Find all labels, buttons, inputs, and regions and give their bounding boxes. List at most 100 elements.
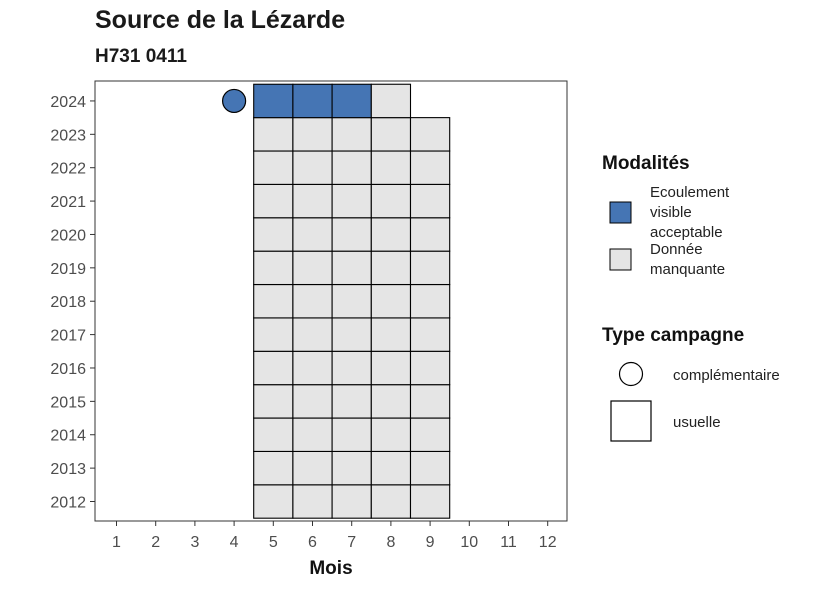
cell-2015-7 bbox=[331, 384, 372, 419]
cell-2016-6 bbox=[292, 350, 333, 386]
cell-2018-7 bbox=[331, 283, 372, 319]
cell-2017-8 bbox=[370, 317, 412, 352]
cell-2022-5 bbox=[253, 150, 294, 185]
cell-2014-5 bbox=[253, 417, 294, 452]
cell-2016-9 bbox=[409, 350, 451, 386]
legend-key-type-0 bbox=[618, 361, 644, 387]
cell-circle-2024-4 bbox=[222, 88, 247, 114]
cell-2019-8 bbox=[370, 250, 412, 286]
x-axis: 1 2 3 4 5 6 7 8 9 10 11 12 bbox=[112, 521, 557, 551]
legend-key-type-1 bbox=[610, 400, 652, 442]
cell-2023-8 bbox=[370, 117, 412, 152]
cell-2018-6 bbox=[292, 283, 333, 319]
cell-2021-7 bbox=[331, 183, 372, 219]
y-tick-label-2021: 2021 bbox=[50, 194, 86, 211]
cell-2023-9 bbox=[409, 117, 451, 152]
y-tick-label-2016: 2016 bbox=[50, 361, 86, 378]
legend-label-modalite-0-0: Ecoulement bbox=[650, 184, 730, 201]
y-tick-label-2018: 2018 bbox=[50, 294, 86, 311]
y-tick-label-2015: 2015 bbox=[50, 394, 86, 411]
cell-2021-5 bbox=[253, 183, 294, 219]
cell-2022-7 bbox=[331, 150, 372, 185]
cell-2022-8 bbox=[370, 150, 412, 185]
cell-2020-8 bbox=[370, 217, 412, 252]
y-tick-label-2013: 2013 bbox=[50, 461, 86, 478]
cell-2015-8 bbox=[370, 384, 412, 419]
legend-label-modalite-0-1: visible bbox=[650, 204, 692, 221]
x-tick-label-8: 8 bbox=[386, 534, 395, 551]
cell-2014-6 bbox=[292, 417, 333, 452]
y-tick-label-2019: 2019 bbox=[50, 261, 86, 278]
legend-label-modalite-1-0: Donnée bbox=[650, 241, 703, 258]
legend-key-modalite-0 bbox=[609, 201, 632, 224]
legend-label-modalite-0-2: acceptable bbox=[650, 224, 723, 241]
y-tick-label-2017: 2017 bbox=[50, 328, 86, 345]
cell-2018-8 bbox=[370, 283, 412, 319]
cell-2021-9 bbox=[409, 183, 451, 219]
cell-2017-6 bbox=[292, 317, 333, 352]
x-tick-label-1: 1 bbox=[112, 534, 121, 551]
cell-2020-6 bbox=[292, 217, 333, 252]
cell-2016-5 bbox=[253, 350, 294, 386]
cell-2023-6 bbox=[292, 117, 333, 152]
x-tick-label-11: 11 bbox=[500, 534, 517, 551]
cell-2023-5 bbox=[253, 117, 294, 152]
cell-2021-6 bbox=[292, 183, 333, 219]
cell-2018-5 bbox=[253, 283, 294, 319]
cell-2024-6 bbox=[292, 83, 333, 119]
cell-2020-9 bbox=[409, 217, 451, 252]
x-tick-label-6: 6 bbox=[308, 534, 317, 551]
y-tick-label-2024: 2024 bbox=[50, 94, 86, 111]
x-tick-label-10: 10 bbox=[460, 534, 478, 551]
cell-2017-9 bbox=[409, 317, 451, 352]
cell-2017-7 bbox=[331, 317, 372, 352]
cell-2015-6 bbox=[292, 384, 333, 419]
legend-type-title: Type campagne bbox=[602, 325, 744, 346]
cell-2017-5 bbox=[253, 317, 294, 352]
legend-label-modalite-1-1: manquante bbox=[650, 261, 725, 278]
cell-2014-7 bbox=[331, 417, 372, 452]
cell-2015-5 bbox=[253, 384, 294, 419]
cell-2024-5 bbox=[253, 83, 294, 119]
cell-2012-6 bbox=[292, 484, 333, 519]
cell-2022-9 bbox=[409, 150, 451, 185]
y-tick-label-2020: 2020 bbox=[50, 227, 86, 244]
cell-2022-6 bbox=[292, 150, 333, 185]
cell-2012-5 bbox=[253, 484, 294, 519]
cell-2012-8 bbox=[370, 484, 412, 519]
x-tick-label-9: 9 bbox=[426, 534, 435, 551]
x-tick-label-5: 5 bbox=[269, 534, 278, 551]
cell-2019-9 bbox=[409, 250, 451, 286]
cell-2012-9 bbox=[409, 484, 451, 519]
cell-2020-7 bbox=[331, 217, 372, 252]
y-tick-label-2012: 2012 bbox=[50, 495, 86, 512]
legend-key-modalite-1 bbox=[609, 248, 632, 271]
cell-2016-7 bbox=[331, 350, 372, 386]
x-tick-label-2: 2 bbox=[151, 534, 160, 551]
cell-2019-7 bbox=[331, 250, 372, 286]
chart-title: Source de la Lézarde bbox=[95, 6, 346, 34]
cell-2013-5 bbox=[253, 450, 294, 486]
cells-layer bbox=[222, 83, 451, 519]
cell-2016-8 bbox=[370, 350, 412, 386]
y-axis: 2012 2013 2014 2015 2016 2017 2018 2019 2020 2021… bbox=[50, 94, 95, 512]
y-tick-label-2014: 2014 bbox=[50, 428, 86, 445]
cell-2014-8 bbox=[370, 417, 412, 452]
y-tick-label-2023: 2023 bbox=[50, 127, 86, 144]
chart-subtitle: H731 0411 bbox=[95, 46, 187, 67]
cell-2012-7 bbox=[331, 484, 372, 519]
legend-label-type-0: complémentaire bbox=[673, 367, 780, 384]
cell-2023-7 bbox=[331, 117, 372, 152]
cell-2013-7 bbox=[331, 450, 372, 486]
cell-2024-7 bbox=[331, 83, 372, 119]
legend-label-type-1: usuelle bbox=[673, 414, 721, 431]
cell-2013-8 bbox=[370, 450, 412, 486]
cell-2014-9 bbox=[409, 417, 451, 452]
x-tick-label-3: 3 bbox=[190, 534, 199, 551]
x-tick-label-12: 12 bbox=[539, 534, 557, 551]
legend: Modalités Type campagne Ecoulement visibl… bbox=[602, 153, 780, 442]
cell-2015-9 bbox=[409, 384, 451, 419]
x-axis-title: Mois bbox=[309, 558, 352, 579]
cell-2019-6 bbox=[292, 250, 333, 286]
